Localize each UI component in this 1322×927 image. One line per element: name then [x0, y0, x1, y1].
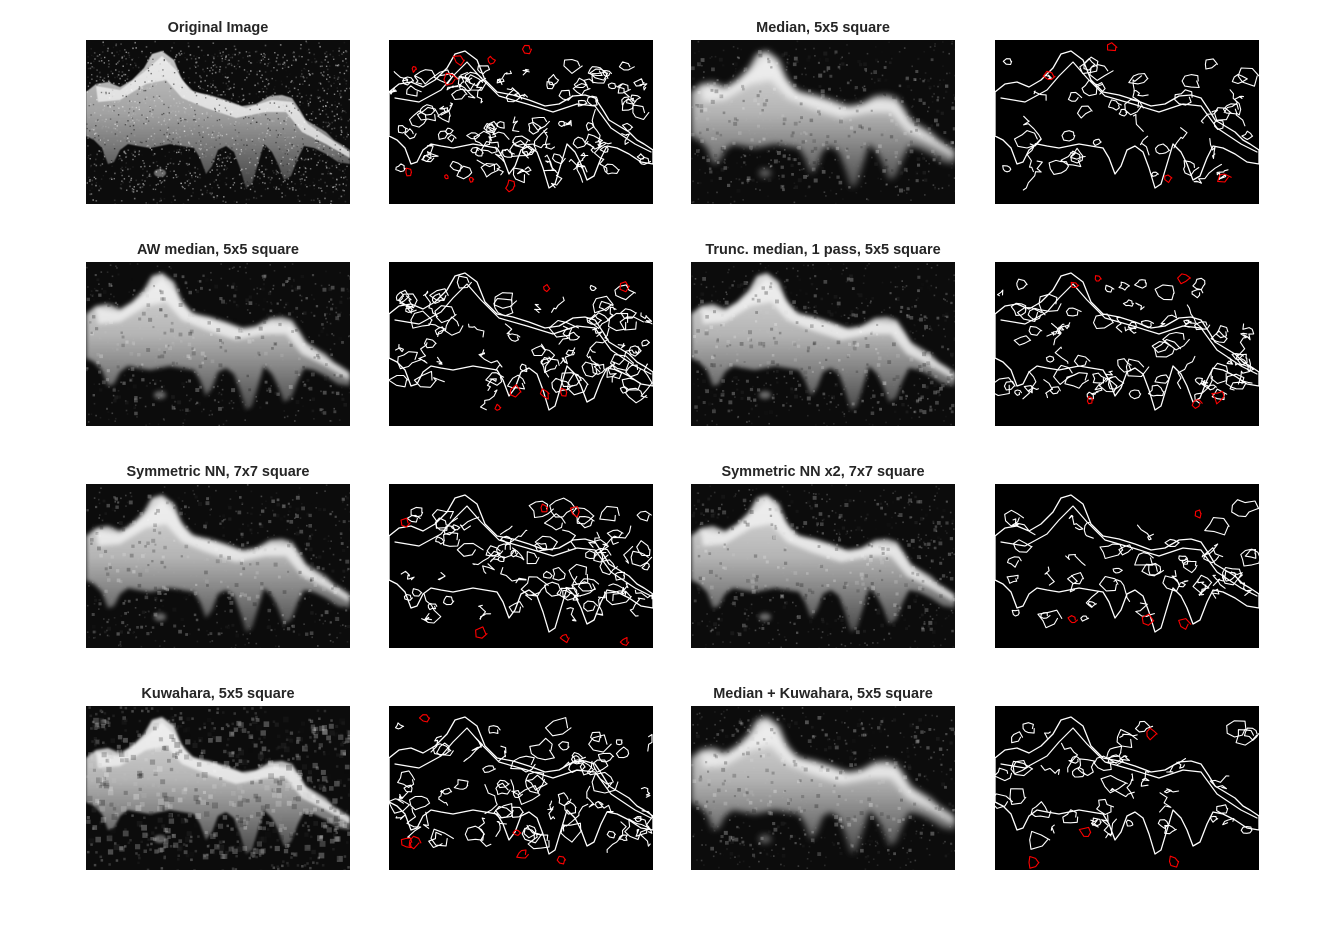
filtered-image-graphic — [691, 706, 955, 870]
panel-title-median: Median, 5x5 square — [756, 20, 890, 36]
panel-title-aw-median: AW median, 5x5 square — [137, 242, 299, 258]
filtered-image-graphic — [86, 706, 350, 870]
panel-edges-kuwahara — [389, 706, 653, 870]
panel-edges-median-kuwahara — [995, 706, 1259, 870]
filtered-image-graphic — [86, 40, 350, 204]
filtered-image-graphic — [691, 484, 955, 648]
edge-map-graphic — [389, 484, 653, 648]
edge-map-graphic — [389, 40, 653, 204]
edge-map-graphic — [995, 262, 1259, 426]
panel-median-kuwahara — [691, 706, 955, 870]
edge-map-graphic — [995, 40, 1259, 204]
panel-median — [691, 40, 955, 204]
panel-title-median-kuwahara: Median + Kuwahara, 5x5 square — [713, 686, 933, 702]
panel-aw-median — [86, 262, 350, 426]
panel-edges-median — [995, 40, 1259, 204]
edge-map-graphic — [389, 262, 653, 426]
panel-title-trunc-median: Trunc. median, 1 pass, 5x5 square — [705, 242, 941, 258]
panel-original-image — [86, 40, 350, 204]
panel-title-kuwahara: Kuwahara, 5x5 square — [141, 686, 295, 702]
panel-edges-aw-median — [389, 262, 653, 426]
panel-edges-symmetric-nn-x2 — [995, 484, 1259, 648]
panel-edges-original — [389, 40, 653, 204]
panel-trunc-median — [691, 262, 955, 426]
panel-title-symmetric-nn: Symmetric NN, 7x7 square — [126, 464, 310, 480]
edge-map-graphic — [995, 706, 1259, 870]
panel-symmetric-nn-x2 — [691, 484, 955, 648]
panel-kuwahara — [86, 706, 350, 870]
panel-edges-symmetric-nn — [389, 484, 653, 648]
panel-symmetric-nn — [86, 484, 350, 648]
panel-title-symmetric-nn-x2: Symmetric NN x2, 7x7 square — [721, 464, 925, 480]
panel-edges-trunc-median — [995, 262, 1259, 426]
filtered-image-graphic — [86, 484, 350, 648]
filtered-image-graphic — [86, 262, 350, 426]
filtered-image-graphic — [691, 262, 955, 426]
edge-map-graphic — [995, 484, 1259, 648]
panel-title-original-image: Original Image — [167, 20, 269, 36]
filtered-image-graphic — [691, 40, 955, 204]
edge-map-graphic — [389, 706, 653, 870]
